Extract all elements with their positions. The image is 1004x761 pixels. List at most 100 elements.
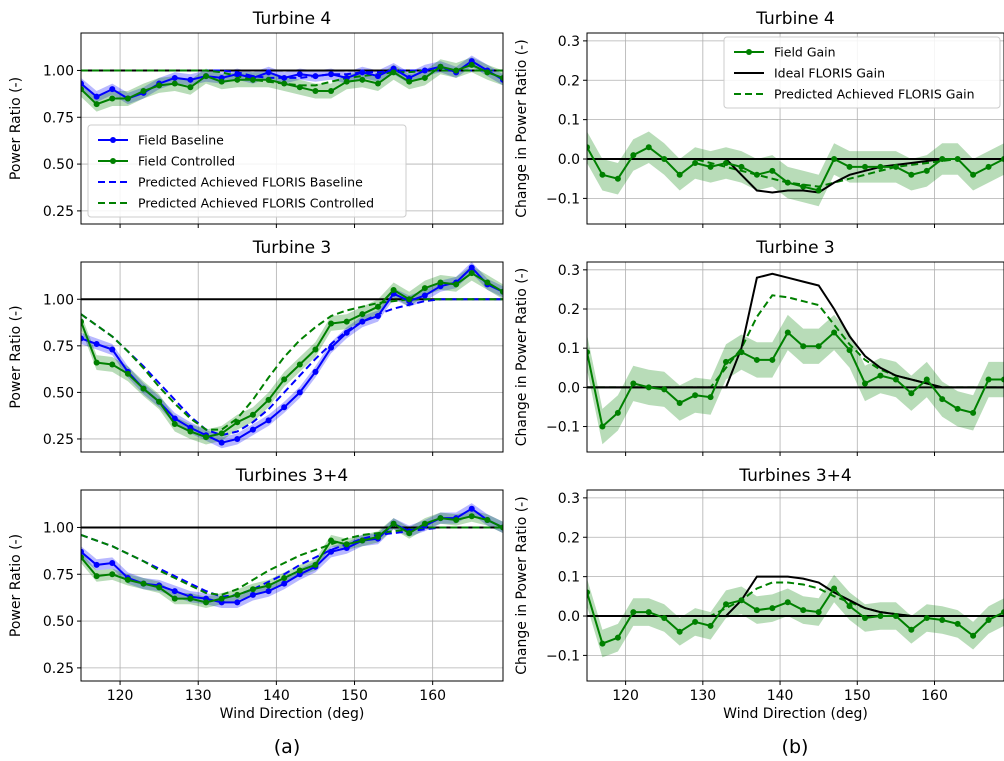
data-point-field-controlled bbox=[500, 74, 503, 81]
band-field-gain bbox=[587, 131, 1004, 207]
data-point-field-gain bbox=[692, 159, 699, 166]
data-point-field-gain bbox=[985, 376, 992, 383]
y-tick-label: 0.25 bbox=[43, 432, 74, 448]
y-tick-label: 0.2 bbox=[558, 302, 580, 318]
data-point-field-baseline bbox=[187, 76, 194, 83]
y-tick-label: 0.75 bbox=[43, 110, 74, 126]
series-line-predicted-achieved-floris-baseline bbox=[81, 298, 503, 437]
data-point-field-gain bbox=[661, 614, 668, 621]
data-point-field-gain bbox=[908, 626, 915, 633]
data-point-field-baseline bbox=[109, 560, 116, 567]
data-point-field-controlled bbox=[218, 430, 225, 437]
data-point-field-baseline bbox=[343, 329, 350, 336]
chart-b3: 120 130 140 150 160 −0.1 0.0 0.1 0.2 0.3 Turbines … bbox=[514, 466, 1004, 722]
data-point-field-baseline bbox=[171, 74, 178, 81]
data-point-field-gain bbox=[923, 167, 930, 174]
data-point-field-controlled bbox=[296, 84, 303, 91]
data-point-field-gain bbox=[599, 640, 606, 647]
data-point-field-controlled bbox=[234, 76, 241, 83]
band-field-controlled bbox=[81, 265, 503, 445]
data-point-field-gain bbox=[769, 605, 776, 612]
data-point-field-controlled bbox=[359, 311, 366, 318]
data-point-field-baseline bbox=[359, 318, 366, 325]
chart-title: Turbine 3 bbox=[252, 238, 332, 258]
plot-area bbox=[587, 131, 1004, 207]
data-point-field-gain bbox=[707, 163, 714, 170]
data-point-field-controlled bbox=[187, 595, 194, 602]
data-point-field-gain bbox=[1001, 376, 1004, 383]
data-point-field-gain bbox=[892, 163, 899, 170]
data-point-field-gain bbox=[630, 609, 637, 616]
band-field-baseline bbox=[81, 503, 503, 608]
data-point-field-gain bbox=[831, 585, 838, 592]
band-field-baseline bbox=[81, 55, 503, 105]
data-point-field-baseline bbox=[81, 80, 84, 87]
data-point-field-baseline bbox=[218, 439, 225, 446]
data-point-field-baseline bbox=[281, 580, 288, 587]
legend-label: Ideal FLORIS Gain bbox=[774, 66, 885, 81]
axes-frame bbox=[80, 32, 504, 225]
data-point-field-controlled bbox=[328, 320, 335, 327]
data-point-field-controlled bbox=[359, 537, 366, 544]
data-point-field-gain bbox=[769, 167, 776, 174]
data-point-field-controlled bbox=[374, 533, 381, 540]
data-point-field-gain bbox=[723, 358, 729, 365]
data-point-field-baseline bbox=[171, 588, 178, 595]
data-point-field-baseline bbox=[296, 389, 303, 396]
data-point-field-baseline bbox=[265, 417, 272, 424]
data-point-field-baseline bbox=[468, 505, 475, 512]
data-point-field-baseline bbox=[328, 344, 335, 351]
x-tick-label: 130 bbox=[689, 688, 716, 704]
data-point-field-gain bbox=[985, 163, 992, 170]
data-point-field-controlled bbox=[81, 318, 84, 325]
data-point-field-controlled bbox=[171, 80, 178, 87]
data-point-field-gain bbox=[862, 614, 868, 621]
data-point-field-baseline bbox=[109, 86, 116, 93]
legend-marker bbox=[110, 158, 116, 164]
data-point-field-gain bbox=[692, 392, 699, 399]
x-axis-label: Wind Direction (deg) bbox=[723, 706, 868, 722]
plot-area bbox=[81, 55, 503, 112]
data-point-field-gain bbox=[587, 349, 590, 356]
data-point-field-controlled bbox=[359, 76, 366, 83]
data-point-field-controlled bbox=[265, 582, 272, 589]
data-point-field-controlled bbox=[390, 69, 397, 76]
data-point-field-gain bbox=[784, 599, 791, 606]
data-point-field-gain bbox=[939, 156, 946, 163]
data-point-field-baseline bbox=[265, 69, 272, 76]
data-point-field-controlled bbox=[406, 530, 413, 537]
data-point-field-baseline bbox=[421, 67, 428, 74]
data-point-field-baseline bbox=[171, 415, 178, 422]
y-tick-label: 0.3 bbox=[558, 491, 580, 507]
data-point-field-gain bbox=[661, 386, 668, 393]
chart-a3: 120 130 140 150 160 0.25 0.50 0.75 1.00 Turbines … bbox=[8, 466, 504, 722]
data-point-field-gain bbox=[738, 163, 745, 170]
y-tick-label: 0.75 bbox=[43, 339, 74, 355]
y-tick-label: 1.00 bbox=[43, 292, 74, 308]
data-point-field-controlled bbox=[265, 76, 272, 83]
series-line-field-gain bbox=[587, 330, 1004, 429]
chart-title: Turbines 3+4 bbox=[235, 466, 348, 486]
data-point-field-gain bbox=[707, 622, 714, 629]
axes-frame bbox=[586, 489, 1004, 682]
data-point-field-gain bbox=[753, 607, 760, 614]
data-point-field-controlled bbox=[234, 591, 241, 598]
x-tick-label: 140 bbox=[767, 688, 794, 704]
data-point-field-gain bbox=[587, 589, 590, 596]
data-point-field-gain bbox=[738, 349, 745, 356]
chart-a2: 0.25 0.50 0.75 1.00 Turbine 3 Power Ratio (-) bbox=[8, 238, 504, 456]
data-point-field-gain bbox=[892, 613, 899, 620]
y-axis-label: Power Ratio (-) bbox=[8, 77, 24, 180]
data-point-field-baseline bbox=[312, 73, 319, 80]
data-point-field-controlled bbox=[343, 318, 350, 325]
data-point-field-controlled bbox=[93, 573, 100, 580]
data-point-field-baseline bbox=[374, 313, 381, 320]
data-point-field-controlled bbox=[312, 561, 319, 568]
data-point-field-baseline bbox=[359, 69, 366, 76]
data-point-field-gain bbox=[939, 616, 946, 623]
data-point-field-controlled bbox=[484, 279, 491, 286]
legend-frame bbox=[723, 36, 1001, 109]
data-point-field-gain bbox=[892, 376, 899, 383]
data-point-field-controlled bbox=[421, 74, 428, 81]
